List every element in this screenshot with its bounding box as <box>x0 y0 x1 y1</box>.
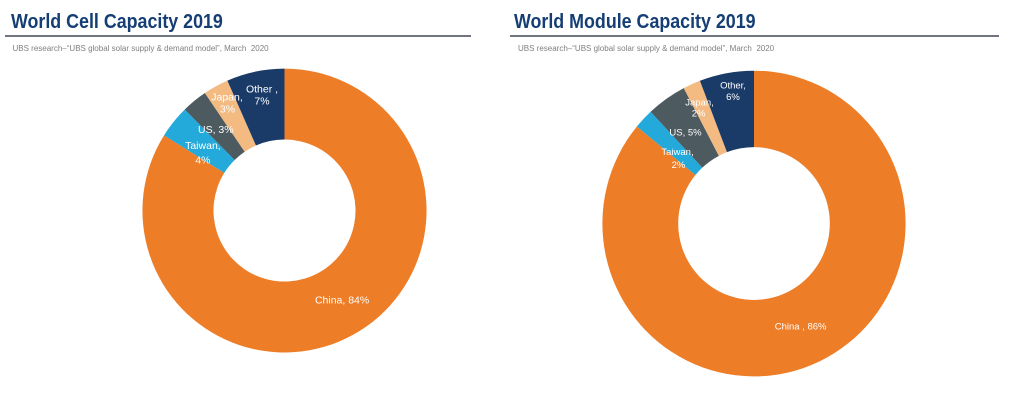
svg-text:Taiwan,: Taiwan, <box>185 140 221 152</box>
svg-text:China , 86%: China , 86% <box>775 322 827 333</box>
svg-text:Other,: Other, <box>720 80 746 91</box>
svg-text:US, 3%: US, 3% <box>198 124 234 136</box>
svg-text:Other ,: Other , <box>246 84 278 96</box>
svg-text:3%: 3% <box>220 104 235 116</box>
svg-text:7%: 7% <box>254 96 269 108</box>
svg-text:4%: 4% <box>195 154 210 166</box>
svg-text:Japan,: Japan, <box>685 98 714 109</box>
svg-text:Taiwan,: Taiwan, <box>661 147 693 158</box>
svg-text:China, 84%: China, 84% <box>315 294 369 306</box>
svg-text:2%: 2% <box>692 108 706 119</box>
svg-text:US, 5%: US, 5% <box>669 127 702 138</box>
svg-text:6%: 6% <box>726 92 740 103</box>
svg-text:Japan,: Japan, <box>211 91 243 103</box>
svg-text:2%: 2% <box>672 160 686 171</box>
